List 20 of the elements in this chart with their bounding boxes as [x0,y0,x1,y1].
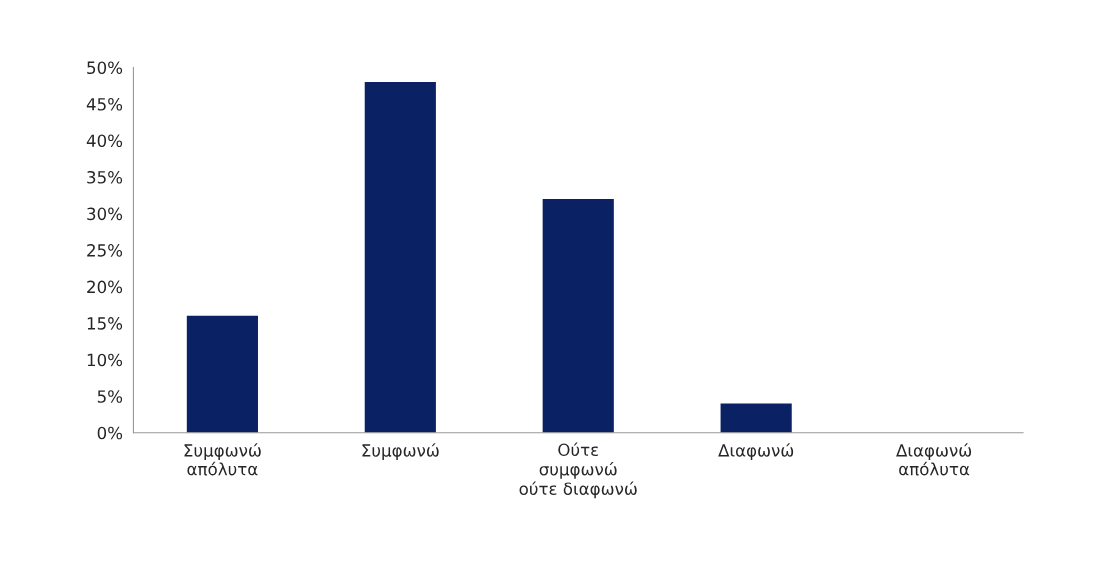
x-tick-label: Συμφωνώ απόλυτα [184,443,261,476]
y-tick-label: 35% [87,170,123,184]
y-tick-label: 25% [87,244,123,257]
y-tick-label: 5% [97,390,123,403]
y-tick-label: 10% [87,353,123,367]
y-tick-label: 50% [87,61,123,75]
bar [720,403,792,433]
y-tick-label: 20% [87,280,123,294]
y-tick-label: 40% [86,134,123,148]
bar [364,82,436,433]
x-tick-label: Ούτε συμφωνώ ούτε διαφωνώ [519,442,637,499]
y-tick-label: 0% [97,426,123,440]
y-tick-label: 15% [87,317,123,330]
y-tick-label: 30% [87,207,123,221]
bar [542,198,614,433]
y-tick-label: 45% [86,97,123,111]
bar [186,315,258,433]
x-tick-label: Διαφωνώ [718,443,794,460]
x-tick-label: Διαφωνώ απόλυτα [896,443,972,476]
x-tick-label: Συμφωνώ [362,443,439,460]
